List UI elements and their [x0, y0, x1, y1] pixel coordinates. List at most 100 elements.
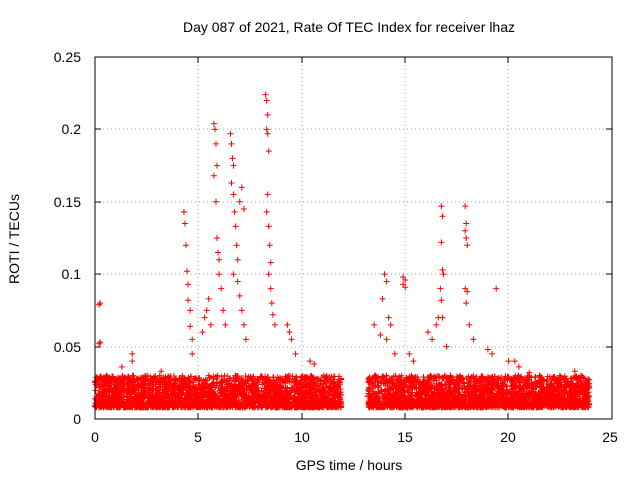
data-point	[467, 400, 474, 407]
data-point	[310, 375, 317, 382]
data-point	[274, 387, 281, 394]
data-point	[153, 385, 160, 392]
data-point	[451, 393, 458, 400]
data-point	[214, 379, 221, 386]
data-point	[193, 403, 200, 410]
data-point	[181, 395, 188, 402]
data-point	[301, 390, 308, 397]
data-point	[124, 404, 131, 411]
data-point	[210, 398, 217, 405]
data-point	[318, 390, 325, 397]
data-point	[126, 389, 133, 396]
grid	[95, 57, 612, 419]
data-point	[318, 381, 325, 388]
data-point	[99, 386, 106, 393]
data-point	[505, 374, 512, 381]
data-point	[336, 373, 343, 380]
data-point	[443, 403, 450, 410]
data-point	[261, 398, 268, 405]
data-point	[204, 381, 211, 388]
data-point	[127, 379, 134, 386]
data-point	[278, 387, 285, 394]
data-point	[460, 380, 467, 387]
data-point	[164, 373, 171, 380]
data-point	[92, 378, 99, 385]
data-point	[238, 375, 245, 382]
data-point	[119, 382, 126, 389]
data-point	[254, 378, 261, 385]
data-point	[560, 375, 567, 382]
data-point	[113, 403, 120, 410]
data-point	[149, 381, 156, 388]
data-point	[183, 377, 190, 384]
data-point	[203, 393, 210, 400]
data-point	[413, 393, 420, 400]
data-point	[158, 396, 165, 403]
data-point	[539, 390, 546, 397]
data-point	[445, 375, 452, 382]
data-point	[497, 387, 504, 394]
data-point	[156, 387, 163, 394]
data-point	[260, 399, 267, 406]
data-point	[230, 382, 237, 389]
data-point	[559, 390, 566, 397]
data-point	[407, 383, 414, 390]
data-point	[376, 398, 383, 405]
data-point	[392, 372, 399, 379]
data-point	[229, 396, 236, 403]
data-point	[137, 374, 144, 381]
data-point	[235, 397, 242, 404]
data-point	[478, 400, 485, 407]
data-point	[461, 383, 468, 390]
data-point	[329, 398, 336, 405]
data-point	[584, 384, 591, 391]
data-point	[114, 380, 121, 387]
data-point	[116, 400, 123, 407]
data-point	[329, 404, 336, 411]
data-point	[289, 373, 296, 380]
data-point	[157, 397, 164, 404]
data-point	[118, 376, 125, 383]
data-point	[277, 384, 284, 391]
data-point	[300, 381, 307, 388]
data-point	[200, 392, 207, 399]
data-point	[300, 400, 307, 407]
data-point	[242, 372, 249, 379]
data-point	[267, 392, 274, 399]
data-point	[106, 386, 113, 393]
data-point	[134, 381, 141, 388]
data-point	[250, 373, 257, 380]
data-point	[177, 388, 184, 395]
data-point	[206, 374, 213, 381]
data-point	[240, 393, 247, 400]
data-point	[482, 376, 489, 383]
data-point	[247, 387, 254, 394]
data-point	[188, 401, 195, 408]
data-point	[479, 382, 486, 389]
data-point	[218, 402, 225, 409]
data-point	[230, 392, 237, 399]
data-point	[236, 383, 243, 390]
data-point	[119, 389, 126, 396]
data-point	[314, 402, 321, 409]
data-point	[378, 404, 385, 411]
data-point	[412, 374, 419, 381]
data-point	[516, 374, 523, 381]
data-point	[306, 402, 313, 409]
data-point	[185, 402, 192, 409]
data-point	[543, 378, 550, 385]
data-point	[567, 375, 574, 382]
data-point	[179, 372, 186, 379]
data-point	[111, 379, 118, 386]
data-point	[386, 377, 393, 384]
data-point	[282, 404, 289, 411]
data-point	[379, 395, 386, 402]
data-point	[223, 383, 230, 390]
data-point	[230, 374, 237, 381]
data-point	[124, 388, 131, 395]
data-point	[129, 396, 136, 403]
data-point	[93, 379, 100, 386]
data-point	[246, 399, 253, 406]
data-point	[143, 385, 150, 392]
data-point	[579, 398, 586, 405]
